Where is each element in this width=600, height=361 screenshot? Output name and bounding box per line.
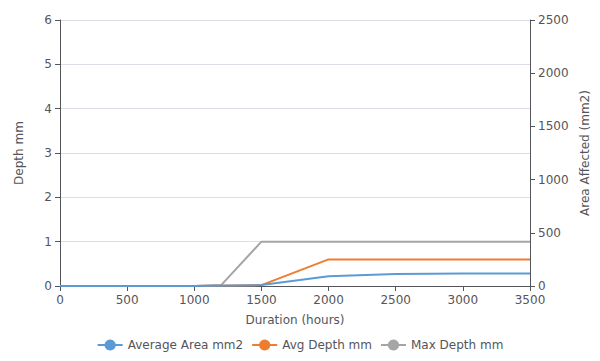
svg-text:2000: 2000 [538,66,569,80]
svg-text:Duration (hours): Duration (hours) [245,313,344,327]
svg-text:0: 0 [538,279,546,293]
svg-text:1500: 1500 [246,293,277,307]
svg-text:5: 5 [44,57,52,71]
svg-text:2: 2 [44,190,52,204]
svg-text:1: 1 [44,235,52,249]
svg-text:0: 0 [44,279,52,293]
svg-text:1000: 1000 [179,293,210,307]
svg-text:3000: 3000 [448,293,479,307]
svg-text:2000: 2000 [313,293,344,307]
svg-text:4: 4 [44,102,52,116]
svg-text:3: 3 [44,146,52,160]
svg-text:1500: 1500 [538,119,569,133]
svg-text:3500: 3500 [515,293,546,307]
svg-text:Avg Depth mm: Avg Depth mm [282,338,372,352]
svg-text:2500: 2500 [538,13,569,27]
svg-text:500: 500 [116,293,139,307]
svg-text:Depth mm: Depth mm [12,121,26,185]
svg-text:Area Affected (mm2): Area Affected (mm2) [578,90,592,216]
svg-text:500: 500 [538,226,561,240]
svg-text:Max Depth mm: Max Depth mm [411,338,503,352]
svg-text:2500: 2500 [380,293,411,307]
svg-text:6: 6 [44,13,52,27]
svg-text:1000: 1000 [538,173,569,187]
svg-text:Average Area mm2: Average Area mm2 [128,338,244,352]
svg-text:0: 0 [56,293,64,307]
